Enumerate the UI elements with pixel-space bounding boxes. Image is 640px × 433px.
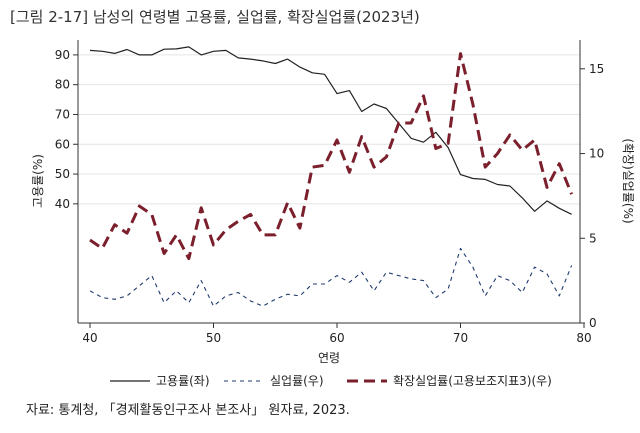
x-tick-label: 60	[329, 331, 344, 345]
gridlines	[78, 54, 580, 205]
y-left-axis-title: 고용률(%)	[31, 154, 45, 208]
series-lines	[89, 46, 573, 307]
axes: 40 50 60 70 80 90 0 5 10 15 40 50 60 70 80 연령 고용률(%) (확장)…	[31, 40, 635, 365]
x-tick-label: 40	[82, 331, 97, 345]
series-line-2	[89, 247, 573, 307]
y-left-tick-label: 60	[55, 137, 70, 151]
legend-label-3: 확장실업률(고용보조지표3)(우)	[393, 374, 552, 388]
legend-label-2: 실업률(우)	[270, 374, 324, 388]
y-right-tick-label: 5	[589, 231, 597, 245]
y-right-tick-label: 15	[589, 62, 604, 76]
x-tick-label: 50	[206, 331, 221, 345]
y-right-tick-label: 10	[589, 147, 604, 161]
y-left-tick-label: 90	[55, 48, 70, 62]
source-note: 자료: 통계청, 「경제활동인구조사 본조사」 원자료, 2023.	[26, 403, 350, 418]
y-left-tick-label: 80	[55, 78, 70, 92]
legend-label-1: 고용률(좌)	[156, 374, 210, 388]
x-axis-title: 연령	[318, 351, 340, 365]
y-left-tick-label: 50	[55, 167, 70, 181]
y-right-tick-label: 0	[589, 316, 597, 330]
y-left-tick-label: 40	[55, 197, 70, 211]
x-tick-label: 70	[453, 331, 468, 345]
x-tick-label: 80	[576, 331, 591, 345]
series-line-3	[89, 52, 573, 261]
series-line-1	[89, 46, 572, 215]
legend: 고용률(좌) 실업률(우) 확장실업률(고용보조지표3)(우)	[110, 374, 552, 388]
chart-title: [그림 2-17] 남성의 연령별 고용률, 실업률, 확장실업률(2023년)	[10, 8, 420, 26]
y-left-tick-label: 70	[55, 107, 70, 121]
y-right-axis-title: (확장)실업률(%)	[621, 138, 635, 223]
